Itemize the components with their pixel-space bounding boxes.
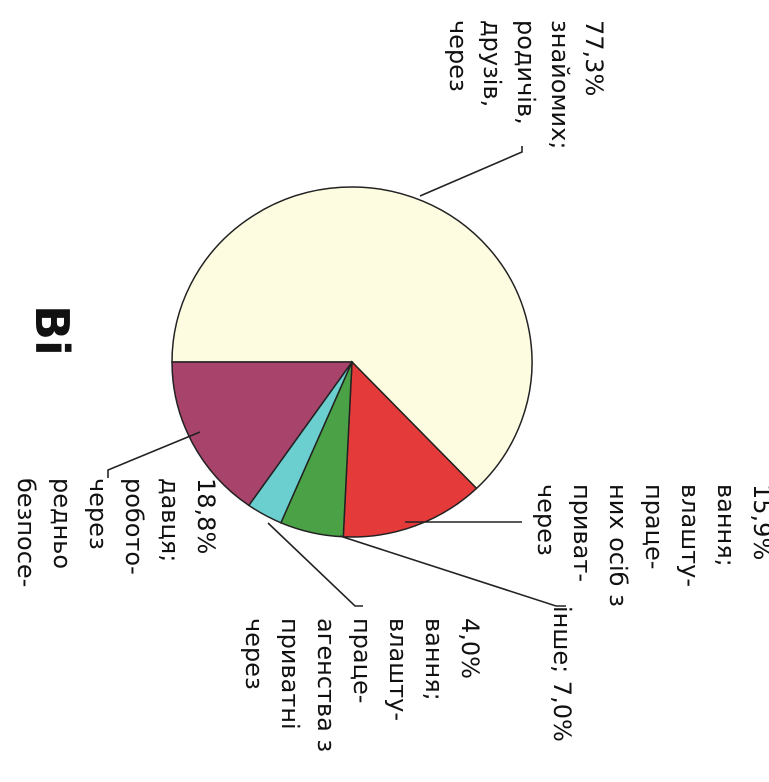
label-line: вання; [420,618,448,701]
leader-line [267,522,363,607]
label-line: приват- [568,484,596,582]
label-line: влашту- [384,618,412,721]
label-line: праце- [640,484,668,569]
leader-line [339,535,566,607]
label-line: давця; [156,478,184,562]
label-line: інше; 7,0% [548,606,576,742]
slice-friends-relatives [171,186,533,490]
label-line: приватні [276,618,304,730]
label-line: безпосе- [12,478,40,587]
label-private-agencies: через приватні агенства з праце-влашту-ванн… [240,618,484,752]
leader-lines [107,146,566,607]
slice-employer-directly [171,361,354,507]
label-line: 4,0% [456,618,484,679]
label-line: праце- [348,618,376,703]
chart-title: Bi [25,305,79,356]
label-line: 77,3% [580,20,608,96]
label-line: через [444,20,472,92]
slice-labels: через друзів, родичів, знайомих; 77,3%через п… [12,20,769,752]
label-line: через [532,484,560,556]
pie-slices [171,186,533,538]
label-line: агенства з [312,618,340,752]
slice-private-persons [342,360,478,538]
label-line: через [84,478,112,550]
label-line: редньо [48,478,76,569]
label-private-persons: через приват-них осіб з праце-влашту-вання… [532,484,769,607]
label-friends-relatives: через друзів, родичів, знайомих; 77,3% [444,20,608,149]
label-line: робото- [120,478,148,575]
label-line: 18,8% [192,478,220,554]
label-other: інше; 7,0% [548,606,576,742]
leader-line [107,431,201,478]
label-line: влашту- [676,484,704,587]
label-line: друзів, [478,20,506,107]
leader-line [419,146,523,197]
label-line: них осіб з [604,484,632,607]
label-line: вання; [712,484,740,567]
label-line: знайомих; [546,20,574,149]
label-line: родичів, [512,20,540,125]
label-employer-directly: безпосе-редньо через робото-давця; 18,8% [12,478,220,587]
label-line: 15,9% [748,484,769,560]
label-line: через [240,618,268,690]
